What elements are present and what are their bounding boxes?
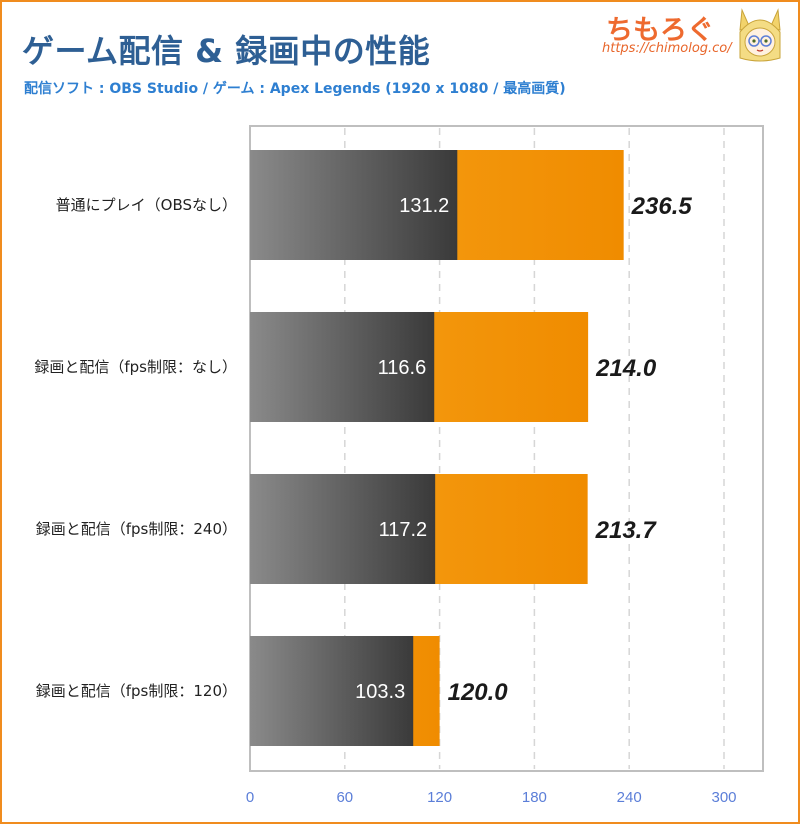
bar-base-2 [250, 474, 436, 584]
bars: 131.2 236.5 116.6 214.0 117.2 213.7 103.3 120.0 [250, 150, 692, 746]
data-label-inner-3: 103.3 [355, 681, 405, 703]
data-label-inner-2: 117.2 [379, 519, 428, 541]
logo-name: ちもろぐ [606, 15, 714, 46]
data-label-outer-0: 236.5 [631, 193, 693, 220]
category-label-1: 録画と配信（fps制限：なし） [34, 358, 237, 376]
data-label-inner-1: 116.6 [378, 357, 427, 379]
site-logo[interactable]: ちもろぐ https://chimolog.co/ [598, 6, 788, 64]
chart-subtitle: 配信ソフト : OBS Studio / ゲーム : Apex Legends … [24, 81, 566, 97]
category-labels: 普通にプレイ（OBSなし） 録画と配信（fps制限：なし） 録画と配信（fps制限：… [34, 196, 237, 700]
chart-title: ゲーム配信 & 録画中の性能 [22, 32, 431, 70]
data-label-outer-1: 214.0 [595, 355, 657, 382]
data-label-outer-3: 120.0 [448, 679, 509, 706]
bar-base-3 [250, 636, 414, 746]
logo-url: https://chimolog.co/ [602, 41, 732, 56]
category-label-2: 録画と配信（fps制限：240） [36, 520, 237, 538]
data-label-inner-0: 131.2 [399, 195, 449, 217]
bar-base-0 [250, 150, 458, 260]
category-label-3: 録画と配信（fps制限：120） [36, 682, 237, 700]
data-label-outer-2: 213.7 [595, 517, 658, 544]
x-tick-label-240: 240 [617, 789, 642, 806]
mascot-character-icon [739, 8, 781, 62]
x-tick-label-120: 120 [427, 789, 452, 806]
x-tick-label-0: 0 [246, 789, 254, 806]
x-axis-ticks: 0 60 120 180 240 300 [246, 789, 737, 806]
x-tick-label-300: 300 [711, 789, 736, 806]
plot-area [249, 125, 764, 772]
x-tick-label-180: 180 [522, 789, 547, 806]
x-tick-label-60: 60 [336, 789, 353, 806]
category-label-0: 普通にプレイ（OBSなし） [56, 196, 237, 214]
bar-base-1 [250, 312, 435, 422]
